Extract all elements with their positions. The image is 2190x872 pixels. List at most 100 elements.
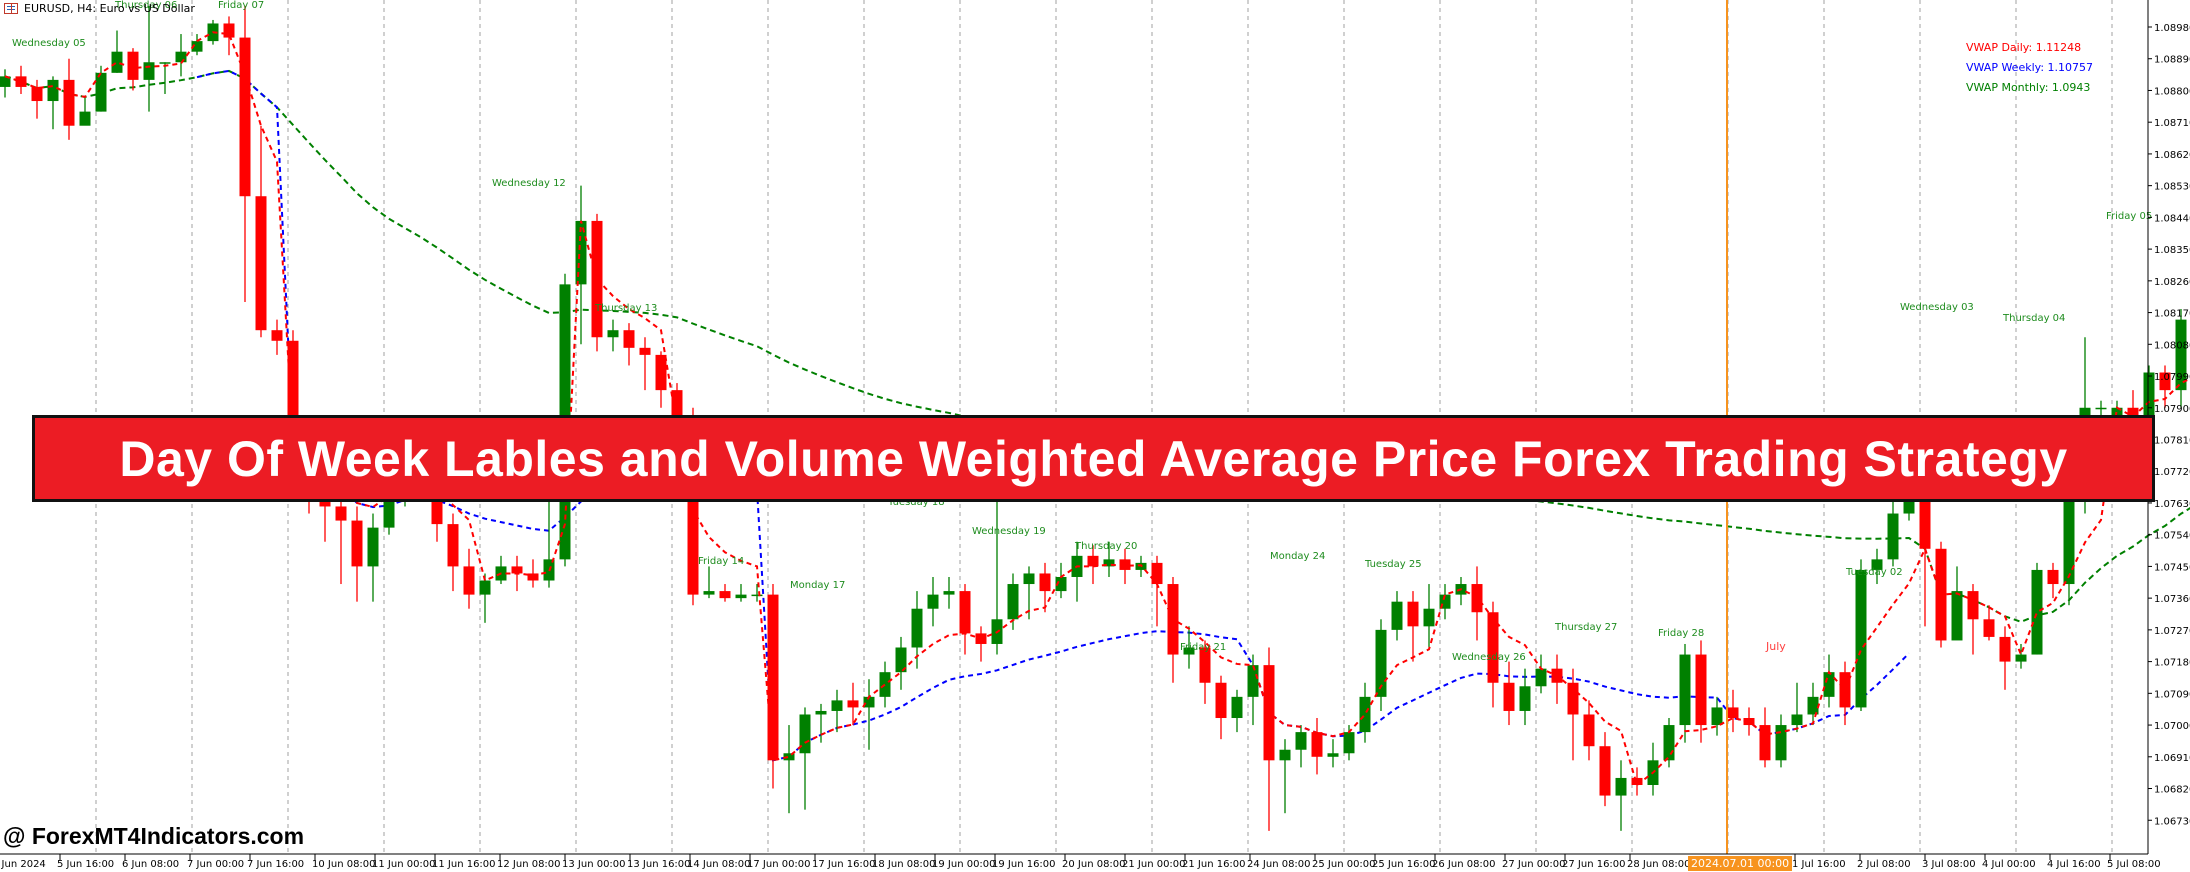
candle [879,661,891,708]
price-axis[interactable]: 1.08980 1.08890 1.08800 1.08710 1.08620 1.085… [2148,23,2190,827]
time-tick-label: 19 Jun 16:00 [992,859,1056,870]
time-tick-label: 17 Jun 00:00 [747,859,811,870]
candle [607,319,619,352]
price-tick-label: 1.08440 [2154,213,2190,224]
time-tick-label: 7 Jun 00:00 [187,859,244,870]
day-label: Wednesday 19 [972,526,1046,537]
day-label: Wednesday 03 [1900,302,1974,313]
day-label: Thursday 04 [2002,313,2065,324]
time-tick-label: 20 Jun 08:00 [1062,859,1126,870]
candle [1295,725,1307,768]
day-label: Thursday 13 [594,303,657,314]
price-tick-label: 1.07900 [2154,404,2190,415]
time-tick-label: 1 Jul 16:00 [1792,859,1846,870]
candle [1679,643,1691,743]
day-label: Thursday 06 [114,0,177,11]
candle [575,185,587,345]
price-tick-label: 1.08080 [2154,340,2190,351]
candle [2031,562,2043,655]
candle [1615,760,1627,831]
candle [175,34,187,77]
price-tick-label: 1.07000 [2154,721,2190,732]
candle [79,97,91,126]
candle [1775,714,1787,768]
vwap-monthly-label: VWAP Monthly: 1.0943 [1966,81,2091,94]
vwap-weekly-line [196,69,1910,762]
chart-title-bar: EURUSD, H4: Euro vs US Dollar [4,2,195,15]
candle [495,555,507,585]
candle [2159,365,2171,408]
time-axis[interactable]: 5 Jun 2024 5 Jun 16:00 6 Jun 08:00 7 Jun 00… [0,854,2161,870]
candle [351,506,363,602]
time-tick-label: 11 Jun 16:00 [432,859,496,870]
price-tick-label: 1.08530 [2154,182,2190,193]
candle [959,584,971,655]
time-tick-label: 5 Jul 08:00 [2107,859,2161,870]
title-banner: Day Of Week Lables and Volume Weighted A… [32,415,2155,502]
candle [591,213,603,352]
price-tick-label: 1.06730 [2154,816,2190,827]
day-label: Monday 17 [790,580,845,591]
month-label: July [1765,640,1786,653]
day-label: Monday 24 [1270,551,1325,562]
candle [463,548,475,609]
candle [1999,626,2011,690]
price-tick-label: 1.07450 [2154,562,2190,573]
time-tick-label: 7 Jun 16:00 [247,859,304,870]
candle [1407,591,1419,662]
vwap-weekly-label: VWAP Weekly: 1.10757 [1966,61,2094,74]
candle [1103,541,1115,577]
price-tick-label: 1.07720 [2154,467,2190,478]
candle [1983,605,1995,641]
candle [1647,742,1659,796]
price-tick-label: 1.08170 [2154,309,2190,320]
time-tick-label: 21 Jun 00:00 [1122,859,1186,870]
price-tick-label: 1.06910 [2154,753,2190,764]
candle [1167,576,1179,683]
day-label: Tuesday 18 [887,497,945,508]
price-tick-label: 1.08980 [2154,23,2190,34]
candle [1439,584,1451,620]
candle [1759,707,1771,768]
day-label: Wednesday 26 [1452,652,1526,663]
time-tick-label: 11 Jun 00:00 [372,859,436,870]
time-tick-label: 28 Jun 08:00 [1627,859,1691,870]
candle [111,30,123,73]
price-tick-label: 1.07360 [2154,594,2190,605]
price-tick-label: 1.07630 [2154,499,2190,510]
candle [1311,718,1323,775]
candle [1791,682,1803,733]
candle [1215,675,1227,740]
time-tick-label: 2 Jul 08:00 [1857,859,1911,870]
candle [767,584,779,789]
day-label: Thursday 27 [1554,622,1617,633]
day-label: Friday 05 [2106,211,2152,222]
candle [1343,725,1355,761]
time-tick-label: 26 Jun 08:00 [1432,859,1496,870]
price-tick-label: 1.07180 [2154,658,2190,669]
candle [783,725,795,814]
price-tick-label: 1.08260 [2154,277,2190,288]
candle [1327,739,1339,768]
vwap-legend: VWAP Daily: 1.11248 VWAP Weekly: 1.10757… [1966,38,2093,98]
candle [127,48,139,91]
time-tick-label: 27 Jun 16:00 [1562,859,1626,870]
time-tick-label: 14 Jun 08:00 [687,859,751,870]
candle [143,5,155,112]
candle [847,682,859,726]
candle [975,626,987,662]
time-tick-label: 5 Jun 2024 [0,859,46,870]
candle [1807,682,1819,726]
candle [1087,545,1099,585]
candle [1567,668,1579,761]
candle [271,319,283,355]
candle [1423,584,1435,648]
candle [815,703,827,743]
candle [1695,640,1707,743]
candle [1199,640,1211,704]
day-label: Wednesday 05 [12,38,86,49]
time-tick-label: 13 Jun 00:00 [562,859,626,870]
candle [991,495,1003,655]
candle [1583,700,1595,761]
candle [623,323,635,366]
